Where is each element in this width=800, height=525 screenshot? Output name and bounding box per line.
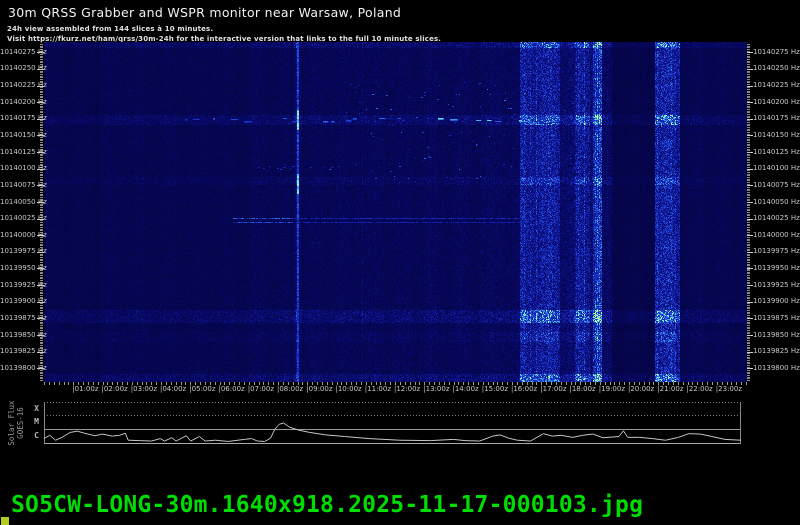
time-label: |17:00z (540, 385, 567, 393)
freq-label-right: 10139900 Hz (753, 297, 800, 306)
freq-label-left: 10139875 Hz (0, 313, 47, 322)
page-title: 30m QRSS Grabber and WSPR monitor near W… (8, 5, 402, 20)
freq-label-right: 10140025 Hz (753, 214, 800, 223)
freq-label-left: 10140100 Hz (0, 164, 47, 173)
freq-label-left: 10140225 Hz (0, 81, 47, 90)
freq-label-right: 10140225 Hz (753, 81, 800, 90)
time-label: |07:00z (247, 385, 275, 393)
freq-label-left: 10139900 Hz (0, 297, 47, 306)
freq-label-left: 10139975 Hz (0, 247, 47, 256)
freq-label-right: 10140075 Hz (753, 180, 800, 189)
freq-label-left: 10139925 Hz (0, 280, 47, 289)
freq-label-left: 10139800 Hz (0, 363, 47, 372)
time-label: |05:00z (189, 385, 216, 393)
solar-class-label-x: X (34, 403, 39, 413)
time-label: |23:00z (715, 385, 743, 393)
solar-class-label-c: C (34, 431, 39, 440)
freq-label-right: 10139950 Hz (753, 264, 800, 272)
solar-ylabel-line1: Solar Flux (7, 400, 16, 446)
freq-label-left: 10140050 Hz (0, 197, 47, 206)
freq-label-right: 10140150 Hz (753, 130, 800, 139)
freq-label-right: 10140000 Hz (753, 230, 800, 239)
freq-label-right: 10139850 Hz (753, 330, 800, 339)
freq-label-right: 10139800 Hz (753, 363, 800, 372)
time-label: |02:00z (101, 385, 128, 393)
time-label: |20:00z (628, 385, 655, 393)
freq-label-left: 10140175 Hz (0, 114, 47, 123)
freq-label-left: 10140000 Hz (0, 230, 47, 239)
time-label: |06:00z (218, 385, 245, 393)
freq-label-left: 10140075 Hz (0, 180, 47, 189)
freq-label-right: 10139975 Hz (753, 247, 800, 256)
time-label: |12:00z (394, 385, 421, 393)
freq-label-right: 10139825 Hz (753, 347, 800, 356)
freq-label-right: 10139925 Hz (753, 280, 800, 289)
time-label: |04:00z (160, 385, 187, 393)
freq-label-left: 10139825 Hz (0, 347, 47, 356)
filename-text: SO5CW-LONG-30m.1640x918.2025-11-17-00010… (11, 492, 644, 518)
freq-label-right: 10140175 Hz (753, 114, 800, 123)
solar-flux-canvas (44, 402, 741, 444)
time-label: |15:00z (481, 385, 509, 393)
time-label: |03:00z (130, 385, 158, 393)
freq-label-left: 10140150 Hz (0, 130, 47, 139)
spectrogram-canvas (44, 42, 747, 382)
time-label: |16:00z (511, 385, 538, 393)
freq-label-left: 10139950 Hz (0, 264, 47, 272)
time-label: |08:00z (277, 385, 304, 393)
freq-label-left: 10140025 Hz (0, 214, 47, 223)
freq-label-right: 10140275 Hz (753, 47, 800, 56)
time-label: |22:00z (686, 385, 713, 393)
freq-tick-strip-right (747, 42, 754, 382)
freq-label-left: 10139850 Hz (0, 330, 47, 339)
freq-label-left: 10140250 Hz (0, 64, 47, 73)
subtitle-line-1: 24h view assembled from 144 slices à 10 … (7, 25, 214, 33)
freq-tick-strip-left (34, 42, 44, 382)
freq-label-right: 10140125 Hz (753, 147, 800, 156)
freq-label-right: 10140050 Hz (753, 197, 800, 206)
status-marker (1, 517, 9, 525)
freq-label-right: 10140200 Hz (753, 97, 800, 106)
time-label: |21:00z (657, 385, 684, 393)
freq-label-left: 10140125 Hz (0, 147, 47, 156)
solar-ylabel: Solar Flux GOES-16 (0, 400, 46, 446)
solar-ylabel-line2: GOES-16 (16, 407, 25, 439)
time-label: |10:00z (335, 385, 362, 393)
freq-label-right: 10139875 Hz (753, 313, 800, 322)
time-label: |19:00z (598, 385, 626, 393)
solar-class-label-m: M (34, 417, 39, 426)
time-label: |18:00z (569, 385, 596, 393)
freq-label-left: 10140275 Hz (0, 47, 47, 56)
freq-label-left: 10140200 Hz (0, 97, 47, 106)
time-label: |09:00z (306, 385, 333, 393)
freq-label-right: 10140250 Hz (753, 64, 800, 73)
time-label: |11:00z (364, 385, 392, 393)
freq-label-right: 10140100 Hz (753, 164, 800, 173)
time-label: |13:00z (423, 385, 450, 393)
time-tick-strip (44, 382, 747, 386)
time-label: |14:00z (452, 385, 479, 393)
time-label: |01:00z (72, 385, 99, 393)
subtitle-line-2: Visit https://fkurz.net/ham/qrss/30m-24h… (7, 35, 442, 43)
